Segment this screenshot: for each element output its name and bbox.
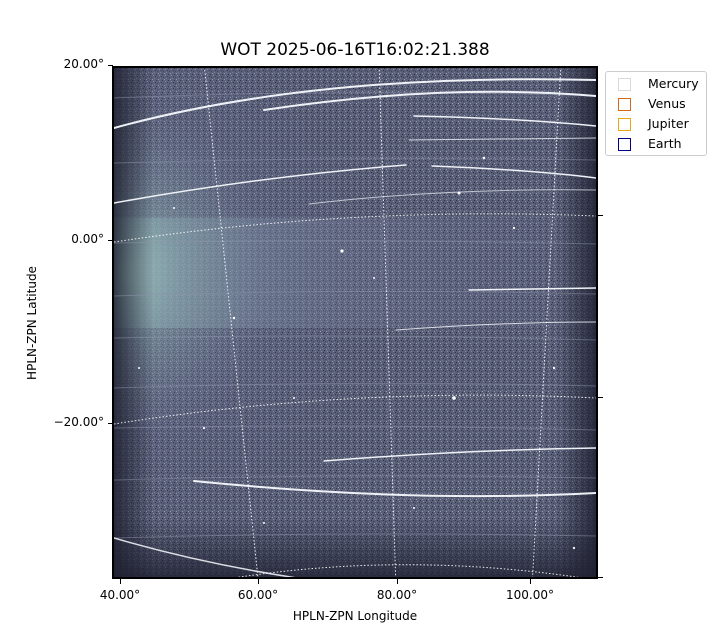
legend-swatch [618, 118, 631, 131]
xtick-label: 40.00° [99, 588, 141, 602]
ytick-mark [108, 65, 113, 66]
ytick-mark [108, 240, 113, 241]
legend-label: Mercury [648, 76, 699, 91]
xtick-mark [120, 579, 121, 584]
ytick-mark [108, 423, 113, 424]
right-tick-mark [598, 577, 603, 578]
xtick-label: 60.00° [237, 588, 279, 602]
ytick-label: 20.00° [63, 57, 104, 71]
sky-image [112, 66, 598, 579]
legend-swatch [618, 98, 631, 111]
legend-label: Earth [648, 136, 682, 151]
legend-label: Jupiter [648, 116, 689, 131]
xtick-mark [258, 579, 259, 584]
xtick-label: 80.00° [376, 588, 418, 602]
sky-image-canvas [114, 68, 596, 577]
right-tick-mark [598, 397, 603, 398]
x-axis-label: HPLN-ZPN Longitude [292, 609, 418, 623]
figure-title: WOT 2025-06-16T16:02:21.388 [220, 40, 490, 60]
ytick-label: −20.00° [53, 415, 104, 429]
legend-swatch [618, 138, 631, 151]
ytick-label: 0.00° [71, 232, 104, 246]
y-axis-label: HPLN-ZPN Latitude [25, 266, 39, 380]
legend: Mercury Venus Jupiter Earth [605, 71, 707, 156]
right-tick-mark [598, 215, 603, 216]
xtick-mark [397, 579, 398, 584]
legend-swatch [618, 78, 631, 91]
xtick-label: 100.00° [506, 588, 554, 602]
xtick-mark [530, 579, 531, 584]
legend-label: Venus [648, 96, 686, 111]
